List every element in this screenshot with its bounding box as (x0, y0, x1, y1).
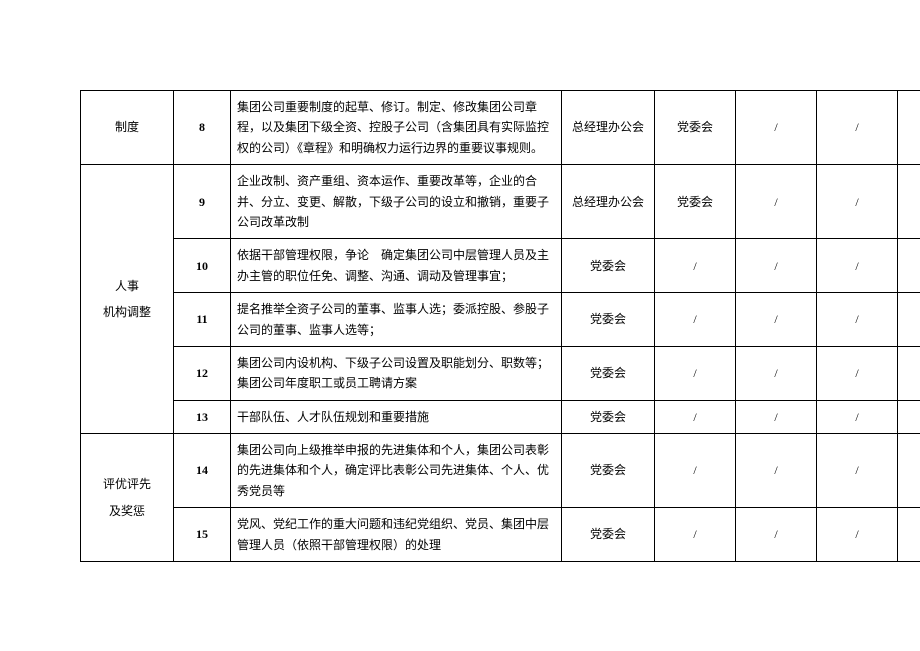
table-row: 评优评先及奖惩14集团公司向上级推举申报的先进集体和个人，集团公司表彰的先进集体… (81, 434, 920, 508)
row-number: 8 (174, 91, 231, 165)
value-cell: 党委会 (562, 346, 655, 400)
description-cell: 集团公司内设机构、下级子公司设置及职能划分、职数等；集团公司年度职工或员工聘请方… (231, 346, 562, 400)
table-row: 制度8集团公司重要制度的起草、修订。制定、修改集团公司章程，以及集团下级全资、控… (81, 91, 920, 165)
value-cell (898, 400, 920, 433)
value-cell: / (655, 239, 736, 293)
value-cell: / (736, 165, 817, 239)
value-cell: / (736, 434, 817, 508)
value-cell: / (817, 400, 898, 433)
value-cell: / (736, 508, 817, 562)
value-cell: / (736, 346, 817, 400)
description-cell: 企业改制、资产重组、资本运作、重要改革等，企业的合并、分立、变更、解散，下级子公… (231, 165, 562, 239)
value-cell: / (655, 400, 736, 433)
value-cell: 党委会 (655, 165, 736, 239)
value-cell: / (655, 346, 736, 400)
value-cell: / (655, 293, 736, 347)
value-cell: 党委会 (562, 508, 655, 562)
row-number: 13 (174, 400, 231, 433)
table-row: 10依据干部管理权限，争论 确定集团公司中层管理人员及主办主管的职位任免、调整、… (81, 239, 920, 293)
table-row: 11提名推举全资子公司的董事、监事人选；委派控股、参股子公司的董事、监事人选等；… (81, 293, 920, 347)
row-number: 10 (174, 239, 231, 293)
category-cell: 制度 (81, 91, 174, 165)
value-cell: 党委会 (655, 91, 736, 165)
value-cell: / (736, 293, 817, 347)
value-cell: / (817, 434, 898, 508)
value-cell: / (817, 346, 898, 400)
value-cell: / (736, 239, 817, 293)
value-cell (898, 239, 920, 293)
row-number: 15 (174, 508, 231, 562)
value-cell (898, 91, 920, 165)
description-cell: 党风、党纪工作的重大问题和违纪党组织、党员、集团中层管理人员（依照干部管理权限）… (231, 508, 562, 562)
governance-table: 制度8集团公司重要制度的起草、修订。制定、修改集团公司章程，以及集团下级全资、控… (80, 90, 920, 562)
table-row: 人事机构调整9企业改制、资产重组、资本运作、重要改革等，企业的合并、分立、变更、… (81, 165, 920, 239)
value-cell (898, 346, 920, 400)
value-cell: 党委会 (562, 434, 655, 508)
value-cell: / (655, 508, 736, 562)
value-cell: 总经理办公会 (562, 165, 655, 239)
value-cell (898, 508, 920, 562)
value-cell (898, 434, 920, 508)
value-cell: 党委会 (562, 239, 655, 293)
description-cell: 集团公司重要制度的起草、修订。制定、修改集团公司章程，以及集团下级全资、控股子公… (231, 91, 562, 165)
value-cell: 党委会 (562, 400, 655, 433)
value-cell: / (817, 91, 898, 165)
value-cell: / (817, 508, 898, 562)
value-cell: / (817, 293, 898, 347)
row-number: 12 (174, 346, 231, 400)
table-row: 12集团公司内设机构、下级子公司设置及职能划分、职数等；集团公司年度职工或员工聘… (81, 346, 920, 400)
table-row: 13干部队伍、人才队伍规划和重要措施党委会/// (81, 400, 920, 433)
value-cell (898, 293, 920, 347)
value-cell (898, 165, 920, 239)
description-cell: 集团公司向上级推举申报的先进集体和个人，集团公司表彰的先进集体和个人，确定评比表… (231, 434, 562, 508)
value-cell: / (655, 434, 736, 508)
value-cell: 党委会 (562, 293, 655, 347)
value-cell: / (817, 239, 898, 293)
value-cell: 总经理办公会 (562, 91, 655, 165)
value-cell: / (817, 165, 898, 239)
description-cell: 提名推举全资子公司的董事、监事人选；委派控股、参股子公司的董事、监事人选等； (231, 293, 562, 347)
category-cell: 人事机构调整 (81, 165, 174, 434)
description-cell: 干部队伍、人才队伍规划和重要措施 (231, 400, 562, 433)
row-number: 11 (174, 293, 231, 347)
description-cell: 依据干部管理权限，争论 确定集团公司中层管理人员及主办主管的职位任免、调整、沟通… (231, 239, 562, 293)
category-cell: 评优评先及奖惩 (81, 434, 174, 562)
row-number: 9 (174, 165, 231, 239)
value-cell: / (736, 400, 817, 433)
value-cell: / (736, 91, 817, 165)
table-row: 15党风、党纪工作的重大问题和违纪党组织、党员、集团中层管理人员（依照干部管理权… (81, 508, 920, 562)
row-number: 14 (174, 434, 231, 508)
